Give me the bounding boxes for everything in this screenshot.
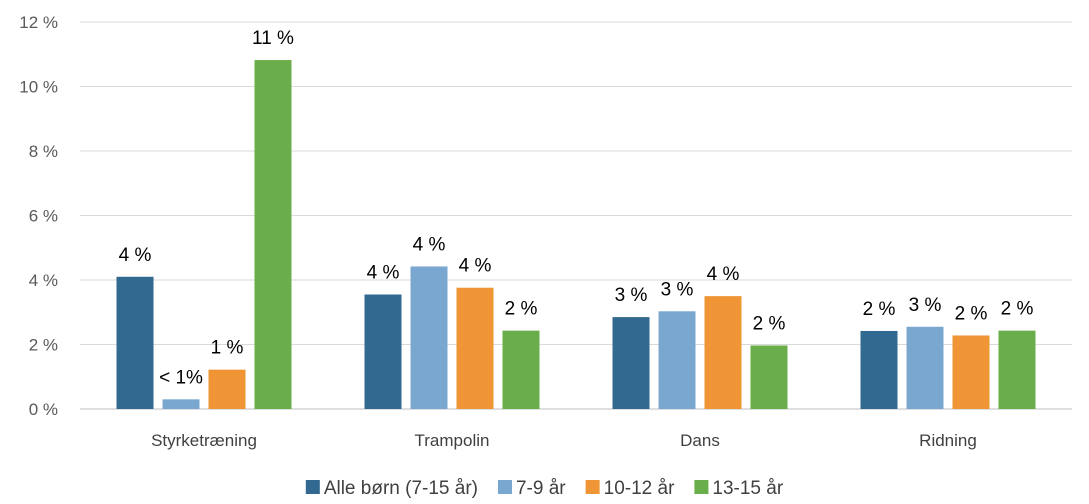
legend-item: Alle børn (7-15 år) (305, 478, 478, 499)
bar (952, 335, 990, 409)
bar (116, 276, 154, 409)
x-axis-categories: Styrketræning Trampolin Dans Ridning (151, 431, 977, 450)
bar (658, 311, 696, 409)
legend-item: 13-15 år (694, 478, 784, 499)
bar (502, 330, 540, 409)
y-tick-label: 12 % (19, 13, 58, 32)
legend-label: 10-12 år (604, 478, 675, 499)
legend-swatch (305, 480, 320, 494)
bar (704, 296, 742, 409)
y-tick-label: 0 % (29, 400, 58, 419)
data-label: 4 % (459, 256, 492, 277)
category-label: Dans (680, 431, 720, 450)
legend-swatch (497, 480, 512, 494)
data-label: 2 % (955, 303, 988, 324)
data-labels: 4 % < 1% 1 % 11 % 4 % 4 % 4 % 2 % 3 % 3 % 4 % 2 % 2 … (119, 28, 1034, 388)
legend-item: 10-12 år (585, 478, 675, 499)
legend-swatch (694, 480, 709, 494)
data-label: 4 % (413, 234, 446, 255)
legend-item: 7-9 år (497, 478, 566, 499)
data-label: 4 % (707, 264, 740, 285)
data-label: 3 % (661, 279, 694, 300)
bar (612, 317, 650, 409)
category-label: Ridning (919, 431, 977, 450)
bar (906, 326, 944, 409)
data-label: 4 % (367, 263, 400, 284)
bar (162, 399, 200, 409)
y-axis-ticks: 0 % 2 % 4 % 6 % 8 % 10 % 12 % (19, 13, 58, 419)
data-label: 2 % (753, 313, 786, 334)
legend-label: 7-9 år (516, 478, 566, 499)
gridlines (80, 21, 1072, 410)
y-tick-label: 8 % (29, 142, 58, 161)
legend-label: Alle børn (7-15 år) (324, 478, 478, 499)
bar (860, 330, 898, 409)
bar (456, 287, 494, 409)
bars (116, 60, 1036, 410)
data-label: 1 % (211, 338, 244, 359)
data-label: < 1% (159, 367, 203, 388)
bar (364, 294, 402, 409)
data-label: 3 % (909, 295, 942, 316)
legend-label: 13-15 år (712, 478, 783, 499)
data-label: 2 % (863, 299, 896, 320)
y-tick-label: 6 % (29, 207, 58, 226)
bar (998, 330, 1036, 409)
y-tick-label: 2 % (29, 336, 58, 355)
legend-swatch (585, 480, 600, 494)
data-label: 4 % (119, 245, 152, 266)
data-label: 3 % (615, 285, 648, 306)
data-label: 2 % (1001, 299, 1034, 320)
bar (750, 345, 788, 409)
data-label: 2 % (505, 299, 538, 320)
y-tick-label: 4 % (29, 271, 58, 290)
legend: Alle børn (7-15 år) 7-9 år 10-12 år 13-15 å… (305, 478, 784, 499)
data-label: 11 % (252, 28, 294, 49)
bar (254, 60, 292, 410)
category-label: Styrketræning (151, 431, 257, 450)
bar (208, 369, 246, 409)
y-tick-label: 10 % (19, 78, 58, 97)
bar (410, 266, 448, 409)
category-label: Trampolin (415, 431, 490, 450)
